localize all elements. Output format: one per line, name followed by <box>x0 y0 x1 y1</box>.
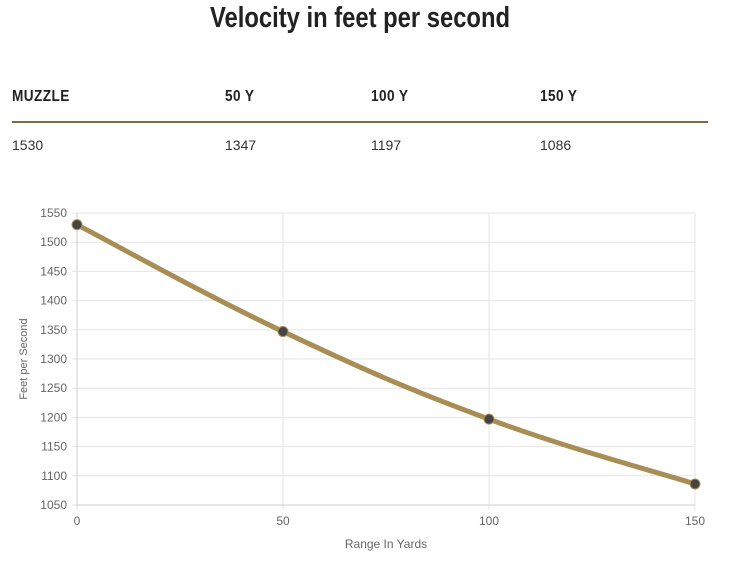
y-tick-label: 1350 <box>40 323 67 337</box>
y-tick-label: 1550 <box>40 206 67 220</box>
y-tick-label: 1100 <box>41 469 67 483</box>
x-tick-label: 150 <box>685 514 705 528</box>
x-tick-label: 50 <box>276 514 290 528</box>
value-150y: 1086 <box>540 137 572 153</box>
y-tick-label: 1150 <box>41 440 67 454</box>
value-50y: 1347 <box>225 137 257 153</box>
data-point <box>277 326 289 338</box>
y-tick-label: 1200 <box>40 410 67 424</box>
page-title: Velocity in feet per second <box>210 2 510 34</box>
y-tick-label: 1500 <box>40 235 67 249</box>
header-100y: 100 Y <box>371 88 409 105</box>
data-point <box>483 413 495 425</box>
value-100y: 1197 <box>371 137 402 153</box>
x-axis-label: Range In Yards <box>345 537 427 551</box>
series-line <box>74 222 698 487</box>
value-muzzle: 1530 <box>12 137 44 153</box>
data-point <box>689 478 701 490</box>
y-tick-label: 1050 <box>40 498 67 512</box>
header-muzzle: MUZZLE <box>12 88 70 105</box>
y-tick-label: 1300 <box>40 352 67 366</box>
x-tick-label: 0 <box>74 514 81 528</box>
y-tick-label: 1450 <box>40 264 67 278</box>
y-tick-label: 1400 <box>40 294 67 308</box>
x-tick-label: 100 <box>479 514 499 528</box>
header-150y: 150 Y <box>540 88 578 105</box>
header-50y: 50 Y <box>225 88 255 105</box>
y-axis-label: Feet per Second <box>18 318 30 399</box>
table-divider <box>12 121 708 123</box>
data-point <box>71 219 83 231</box>
y-tick-label: 1250 <box>40 381 67 395</box>
